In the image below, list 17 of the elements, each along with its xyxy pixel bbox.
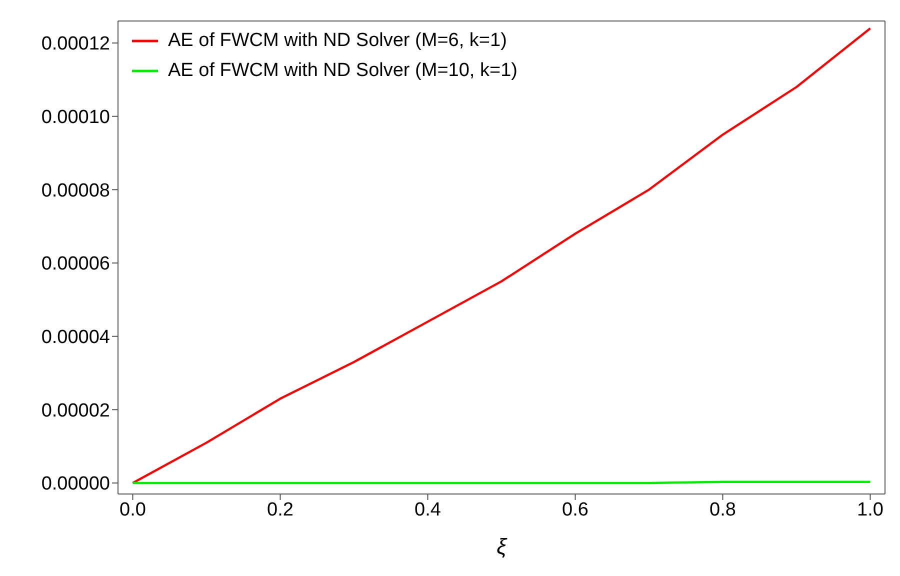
y-tick-label: 0.00000 [41, 474, 110, 495]
y-tick-label: 0.00002 [41, 400, 110, 422]
x-tick-label: 0.0 [120, 499, 146, 520]
x-tick-label: 0.2 [267, 499, 294, 520]
y-tick-label: 0.00008 [41, 180, 110, 202]
y-tick-label: 0.00006 [41, 254, 110, 275]
y-tick-label: 0.00010 [41, 107, 110, 128]
x-axis-title: ξ [496, 534, 508, 559]
legend-label: AE of FWCM with ND Solver (M=6, k=1) [168, 29, 507, 53]
x-tick-label: 0.6 [562, 499, 588, 520]
legend-label: AE of FWCM with ND Solver (M=10, k=1) [168, 59, 518, 83]
y-tick-label: 0.00012 [41, 34, 110, 55]
x-tick-label: 0.8 [710, 499, 736, 520]
x-tick-label: 1.0 [857, 499, 884, 520]
x-tick-label: 0.4 [414, 499, 442, 520]
line-series [132, 27, 872, 484]
y-tick-label: 0.00004 [41, 327, 110, 348]
